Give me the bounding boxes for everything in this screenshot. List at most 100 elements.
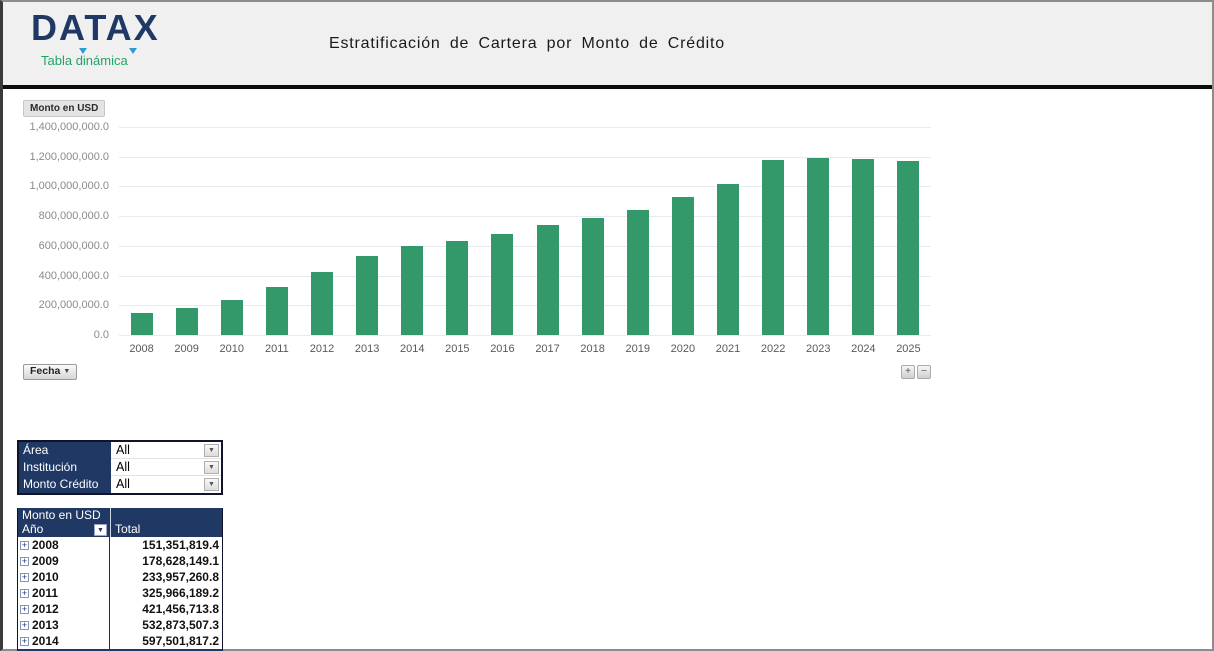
bar-2018[interactable]: [581, 218, 604, 335]
x-tick-label: 2020: [670, 343, 696, 355]
x-tick-label: 2025: [896, 343, 921, 355]
header-band: DATAX Tabla dinámica Estratificación de …: [3, 2, 1212, 89]
expand-icon[interactable]: +: [20, 603, 29, 614]
bar-2014[interactable]: [401, 246, 424, 335]
pivot-year-cell: +2012: [18, 601, 110, 617]
filter-dropdown-button[interactable]: ▼: [204, 444, 219, 457]
pivot-row-header: Año: [22, 522, 44, 536]
pivot-total-value: 325,966,189.2: [142, 586, 219, 600]
pivot-year-cell: +2010: [18, 569, 110, 585]
filter-row: Monto Crédito All ▼: [19, 476, 221, 493]
pivot-row: +2008 151,351,819.4: [18, 537, 222, 553]
bar-2012[interactable]: [311, 272, 333, 335]
expand-icon[interactable]: +: [20, 587, 29, 598]
y-axis-labels: 1,400,000,000.0 1,200,000,000.0 1,000,000,…: [13, 2, 109, 402]
x-tick-label: 2017: [535, 343, 560, 355]
filter-label: Monto Crédito: [19, 476, 111, 493]
gridline: [119, 186, 931, 188]
gridline: [119, 216, 931, 218]
pivot-year-label: 2011: [32, 586, 59, 600]
bar-2015[interactable]: [446, 241, 469, 335]
filter-dropdown-button[interactable]: ▼: [204, 478, 219, 491]
pivot-title-cell: Monto en USD: [18, 508, 222, 522]
y-tick-label: 0.0: [93, 329, 109, 341]
y-tick-label: 1,200,000,000.0: [29, 150, 109, 163]
expand-icon[interactable]: +: [20, 539, 29, 550]
x-axis-labels: 2008 2009 2010 2011 2012 2013 2014 2015 2016 2017…: [119, 343, 931, 357]
pivot-year-cell: +2009: [18, 553, 110, 569]
bar-2008[interactable]: [130, 312, 153, 335]
pivot-total-value: 532,873,507.3: [142, 618, 219, 632]
pivot-year-label: 2012: [32, 602, 59, 616]
x-tick-label: 2013: [354, 343, 380, 355]
bar-2009[interactable]: [175, 308, 198, 335]
bar-2017[interactable]: [536, 225, 559, 335]
expand-icon[interactable]: +: [20, 555, 29, 566]
axis-field-button[interactable]: Fecha ▼: [23, 364, 78, 380]
pivot-total-value: 233,957,260.8: [142, 570, 219, 584]
logo-text: DATAX: [31, 7, 160, 48]
chart-collapse-button[interactable]: −: [917, 365, 931, 379]
pivot-total-value: 421,456,713.8: [142, 602, 219, 616]
pivot-row: +2010 233,957,260.8: [18, 569, 222, 585]
gridline: [119, 156, 931, 158]
bar-2023[interactable]: [807, 158, 830, 335]
logo-accent-icon: [129, 48, 137, 54]
bar-2011[interactable]: [265, 286, 288, 335]
value-field-button[interactable]: Monto en USD: [23, 100, 106, 117]
column-divider: [110, 522, 111, 537]
bar-2024[interactable]: [852, 159, 875, 335]
chart-expand-button[interactable]: +: [901, 365, 915, 379]
expand-icon[interactable]: +: [20, 619, 29, 630]
filter-label: Institución: [19, 459, 111, 476]
expand-icon[interactable]: +: [20, 635, 29, 646]
bar-2021[interactable]: [717, 183, 739, 335]
pivot-year-label: 2009: [32, 554, 59, 568]
y-tick-label: 600,000,000.0: [38, 239, 109, 252]
year-filter-dropdown[interactable]: ▼: [94, 523, 107, 536]
pivot-table: Monto en USD Año ▼ Total +2008 151,351,81…: [17, 508, 223, 651]
pivot-value-header-cell: Total: [115, 522, 141, 536]
x-tick-label: 2008: [129, 343, 154, 355]
gridline: [119, 305, 931, 307]
filter-value[interactable]: All: [111, 459, 221, 476]
pivot-year-cell: +2008: [18, 537, 110, 553]
filter-table: Área All ▼ Institución All ▼ Monto Crédito All ▼: [17, 440, 223, 495]
pivot-year-label: 2013: [32, 618, 59, 632]
pivot-row: +2014 597,501,817.2: [18, 633, 222, 649]
bar-2016[interactable]: [491, 233, 514, 335]
bar-2025[interactable]: [897, 161, 920, 335]
pivot-row: +2009 178,628,149.1: [18, 553, 222, 569]
pivot-total-value: 151,351,819.4: [142, 538, 219, 552]
filter-value[interactable]: All: [111, 476, 221, 493]
filter-value[interactable]: All: [111, 442, 221, 459]
x-tick-label: 2016: [490, 343, 515, 355]
x-tick-label: 2024: [851, 343, 876, 355]
y-tick-label: 1,000,000,000.0: [29, 180, 109, 193]
bar-2013[interactable]: [356, 255, 379, 335]
pivot-year-label: 2010: [32, 570, 59, 584]
axis-field-label: Fecha: [30, 365, 61, 377]
x-tick-label: 2009: [174, 343, 199, 355]
x-tick-label: 2012: [309, 343, 335, 355]
x-tick-label: 2010: [219, 343, 245, 355]
expand-icon[interactable]: +: [20, 571, 29, 582]
logo: DATAX Tabla dinámica: [31, 8, 211, 78]
gridline: [119, 245, 931, 247]
gridline: [119, 127, 931, 128]
page-title: Estratificación de Cartera por Monto de …: [329, 35, 725, 52]
filter-dropdown-button[interactable]: ▼: [204, 461, 219, 474]
pivot-year-cell: +2013: [18, 617, 110, 633]
pivot-total-value: 597,501,817.2: [142, 634, 219, 648]
logo-accent-icon: [79, 48, 87, 54]
x-tick-label: 2021: [715, 343, 741, 355]
bar-2010[interactable]: [220, 300, 243, 335]
pivot-row: +2013 532,873,507.3: [18, 617, 222, 633]
y-tick-label: 400,000,000.0: [38, 269, 109, 282]
bar-2020[interactable]: [671, 196, 694, 335]
pivot-row: +2012 421,456,713.8: [18, 601, 222, 617]
column-divider: [110, 508, 111, 522]
plot-area: [119, 127, 931, 336]
bar-2019[interactable]: [626, 210, 649, 335]
bar-2022[interactable]: [762, 160, 785, 335]
